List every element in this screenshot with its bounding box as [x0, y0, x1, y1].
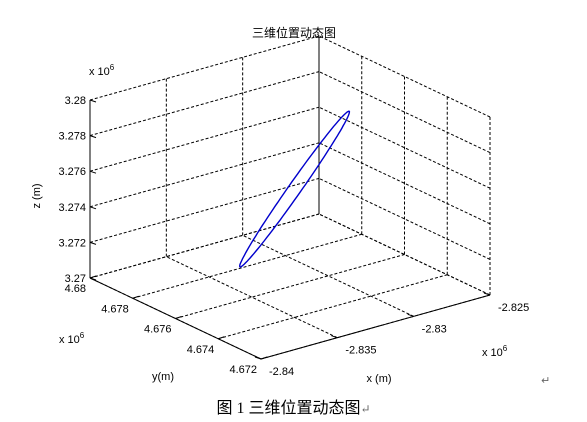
x-tick-label: -2.84 — [269, 366, 294, 378]
data-series — [238, 110, 351, 268]
x-tick-label: -2.83 — [422, 323, 447, 335]
grid-line-floor — [218, 274, 448, 340]
y-tick-mark — [260, 356, 268, 360]
y-tick-mark — [132, 295, 139, 299]
z-axis-multiplier: x 106 — [89, 63, 115, 78]
grid-line-floor — [242, 234, 414, 317]
grid-line-floor — [318, 213, 491, 296]
grid-line-floor — [175, 254, 405, 319]
orbit-series-line — [238, 110, 351, 268]
y-tick-mark — [175, 316, 182, 319]
z-tick-label: 3.274 — [58, 202, 86, 214]
x-tick-label: -2.825 — [498, 302, 529, 314]
tick-labels: 3.27 3.272 3.274 3.276 3.278 3.28 4.672 4.674 4.… — [58, 63, 529, 378]
x-axis-label: x (m) — [366, 373, 391, 385]
z-tick-mark — [89, 170, 97, 174]
y-tick-label: 4.68 — [65, 283, 86, 295]
grid-lines — [89, 35, 491, 360]
y-tick-label: 4.676 — [144, 324, 172, 336]
x-axis-multiplier: x 106 — [482, 344, 508, 359]
grid-line-side-wall — [89, 71, 320, 137]
paragraph-mark: ↵ — [360, 402, 371, 416]
z-tick-label: 3.278 — [58, 131, 86, 143]
x-tick-mark — [331, 335, 338, 339]
y-tick-mark — [89, 275, 97, 279]
axes — [89, 36, 491, 360]
grid-line-floor — [89, 213, 320, 279]
grid-line-back-wall — [318, 35, 491, 118]
grid-line-back-wall — [318, 142, 491, 225]
grid-line-floor — [166, 256, 338, 339]
y-tick-label: 4.674 — [187, 344, 215, 356]
grid-line-side-wall — [89, 106, 320, 172]
z-tick-label: 3.28 — [65, 95, 86, 107]
grid-line-back-wall — [318, 106, 491, 189]
figure-caption: 图 1 三维位置动态图↵ — [0, 394, 587, 418]
z-axis-label: z (m) — [31, 183, 43, 208]
x-axis-line — [260, 294, 491, 360]
grid-line-side-wall — [89, 177, 320, 243]
grid-line-side-wall — [89, 35, 320, 101]
x-tick-mark — [254, 356, 262, 360]
y-tick-label: 4.672 — [229, 364, 257, 376]
y-tick-mark — [218, 336, 225, 340]
z-tick-mark — [89, 99, 97, 103]
grid-line-floor — [132, 233, 362, 299]
z-tick-label: 3.276 — [58, 166, 86, 178]
z-tick-mark — [89, 277, 97, 281]
x-tick-mark — [483, 292, 491, 296]
y-axis-label: y(m) — [152, 371, 174, 383]
x-tick-label: -2.835 — [345, 345, 376, 357]
y-axis-multiplier: x 106 — [59, 331, 85, 346]
z-tick-mark — [89, 206, 97, 210]
grid-line-back-wall — [318, 177, 491, 260]
z-tick-mark — [89, 135, 97, 139]
grid-line-back-wall — [318, 71, 491, 154]
chart-plot: 3.27 3.272 3.274 3.276 3.278 3.28 4.672 4.674 4.… — [31, 25, 529, 385]
paragraph-mark-2: ↵ — [541, 375, 551, 387]
z-tick-label: 3.27 — [65, 273, 86, 285]
z-tick-label: 3.272 — [58, 237, 86, 249]
x-tick-mark — [407, 313, 414, 317]
z-tick-mark — [89, 241, 97, 245]
caption-text: 图 1 三维位置动态图 — [216, 400, 361, 417]
y-tick-label: 4.678 — [101, 303, 129, 315]
chart-title: 三维位置动态图 — [252, 25, 336, 40]
grid-line-side-wall — [89, 142, 320, 208]
